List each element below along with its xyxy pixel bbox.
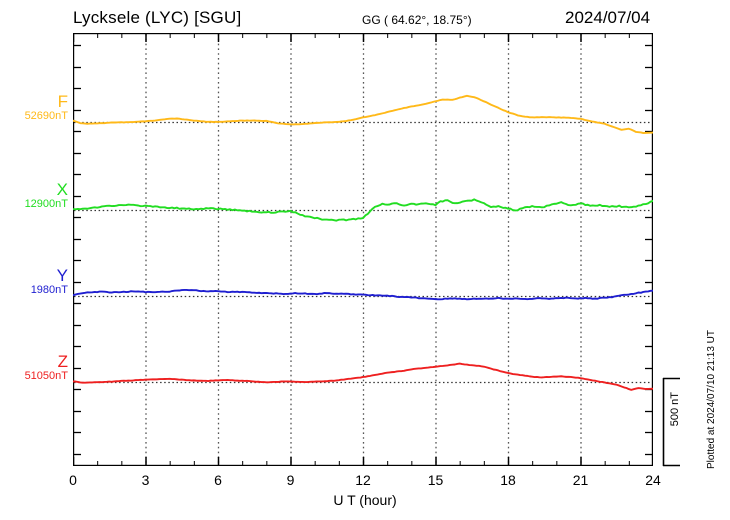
x-tick-label: 12 [355, 472, 371, 488]
x-tick-label: 0 [69, 472, 77, 488]
station-title: Lycksele (LYC) [SGU] [73, 8, 242, 27]
component-label-x: X 12900nT [0, 181, 68, 210]
component-baseline-f: 52690nT [24, 109, 68, 122]
component-baselines [74, 121, 652, 384]
component-baseline-y: 1980nT [30, 283, 68, 296]
x-tick-label: 21 [572, 472, 589, 488]
x-tick-label: 6 [214, 472, 222, 488]
x-tick-label: 9 [286, 472, 295, 488]
x-tick-label: 3 [141, 472, 150, 488]
component-letter-f: F [57, 92, 68, 111]
component-baseline-z: 51050nT [24, 369, 68, 382]
component-label-y: Y 1980nT [0, 267, 68, 296]
x-tick-label: 24 [645, 472, 661, 488]
component-traces [73, 94, 653, 391]
component-letter-z: Z [57, 352, 68, 371]
plot-frame [73, 33, 653, 466]
component-letter-y: Y [56, 266, 68, 285]
component-baseline-x: 12900nT [24, 197, 68, 210]
plotted-at-timestamp: Plotted at 2024/07/10 21:13 UT [706, 330, 717, 469]
component-label-f: F 52690nT [0, 93, 68, 122]
grid-lines [145, 34, 582, 465]
plot-area [73, 33, 653, 466]
magnetogram-plot [73, 33, 653, 466]
x-tick-label: 18 [500, 472, 516, 488]
scale-bar [662, 377, 680, 467]
component-label-z: Z 51050nT [0, 353, 68, 382]
plot-date: 2024/07/04 [565, 8, 651, 27]
component-letter-x: X [56, 180, 68, 199]
x-axis-title: U T (hour) [333, 492, 397, 508]
scale-bar-label: 500 nT [669, 392, 681, 427]
x-tick-label: 15 [427, 472, 444, 488]
axis-ticks [73, 33, 653, 466]
geographic-coordinates: GG ( 64.62°, 18.75°) [362, 13, 472, 27]
